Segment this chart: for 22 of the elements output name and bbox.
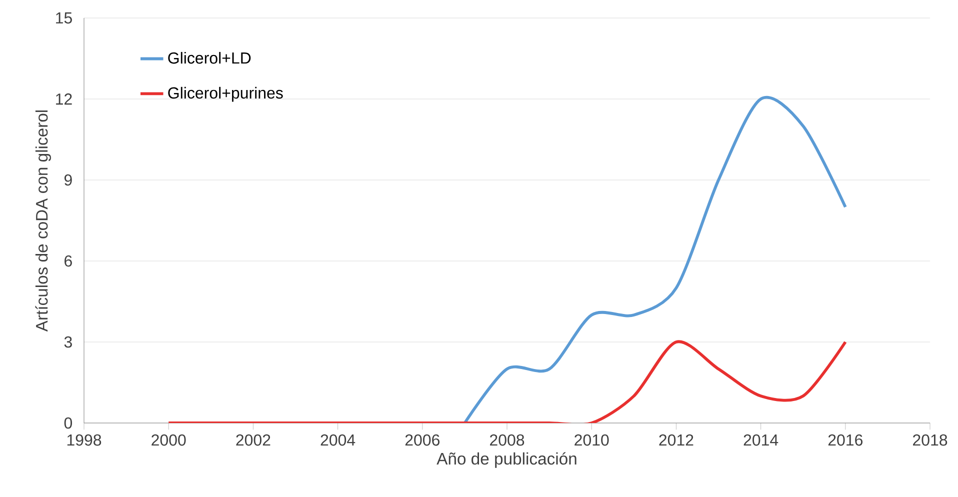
x-tick-label: 2008 bbox=[490, 434, 524, 446]
y-tick-label: 0 bbox=[64, 417, 72, 429]
x-tick-label: 2006 bbox=[405, 434, 440, 446]
x-tick-label: 2012 bbox=[659, 434, 694, 446]
legend-label: Glicerol+LD bbox=[168, 52, 251, 64]
x-tick-label: 1998 bbox=[67, 434, 102, 446]
y-axis-title: Artículos de coDA con glicerol bbox=[35, 110, 51, 332]
x-tick-label: 2018 bbox=[913, 434, 948, 446]
x-tick-label: 2000 bbox=[152, 434, 186, 446]
x-tick-label: 2016 bbox=[828, 434, 862, 446]
x-tick-label: 2004 bbox=[320, 434, 356, 446]
y-tick-label: 9 bbox=[64, 174, 72, 186]
y-tick-label: 6 bbox=[64, 255, 72, 267]
legend-label: Glicerol+purines bbox=[168, 86, 283, 102]
x-tick-label: 2010 bbox=[574, 434, 609, 446]
line-series bbox=[167, 340, 847, 423]
y-tick-label: 3 bbox=[64, 336, 72, 348]
x-tick-label: 2002 bbox=[236, 434, 270, 446]
x-axis-title: Año de publicación bbox=[436, 452, 576, 468]
y-tick-label: 12 bbox=[56, 93, 72, 105]
y-tick-label: 15 bbox=[56, 12, 72, 24]
x-tick-label: 2014 bbox=[744, 434, 778, 446]
